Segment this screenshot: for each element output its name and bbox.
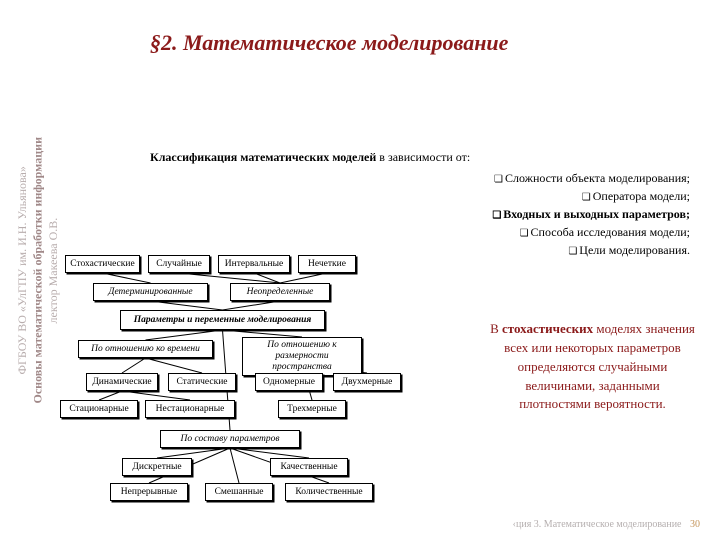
diagram-node-b_1d: Одномерные [255, 373, 323, 391]
diagram-node-b_interv: Интервальные [218, 255, 290, 273]
diagram-node-b_space: По отношению к размерности пространства [242, 337, 362, 376]
sidebar-line2: Основы математической обработки информац… [30, 137, 44, 404]
classification-list: Сложности объекта моделирования;Оператор… [150, 169, 690, 259]
classification-diagram: Стохастические Случайные Интервальные Нечет… [60, 255, 480, 525]
para-bold: стохастических [502, 321, 593, 336]
diagram-node-b_fuzzy: Нечеткие [298, 255, 356, 273]
sidebar-line1: ФГБОУ ВО «УлГПУ им. И.Н. Ульянова» [15, 166, 29, 374]
diagram-node-b_time: По отношению ко времени [78, 340, 213, 358]
diagram-node-b_rand: Случайные [148, 255, 210, 273]
diagram-node-b_cont: Непрерывные [110, 483, 188, 501]
diagram-node-b_stoch: Стохастические [65, 255, 140, 273]
diagram-node-b_determ: Детерминированные [93, 283, 208, 301]
sidebar: ФГБОУ ВО «УлГПУ им. И.Н. Ульянова» Основ… [8, 0, 68, 540]
diagram-node-b_comp: По составу параметров [160, 430, 300, 448]
classification-item: Сложности объекта моделирования; [150, 169, 690, 187]
diagram-node-b_stat: Статические [168, 373, 236, 391]
diagram-node-b_dyn: Динамические [86, 373, 158, 391]
para-pre: В [490, 321, 502, 336]
page-number: 30 [690, 519, 700, 530]
footer: ‹ция 3. Математическое моделирование 30 [513, 519, 700, 530]
classification-item: Входных и выходных параметров; [150, 205, 690, 223]
classification-tail: в зависимости от: [379, 150, 470, 164]
footer-text: ‹ция 3. Математическое моделирование [513, 519, 682, 530]
diagram-node-b_2d: Двухмерные [333, 373, 401, 391]
diagram-node-b_undef: Неопределенные [230, 283, 330, 301]
diagram-node-b_quant: Количественные [285, 483, 373, 501]
diagram-node-b_mix: Смешанные [205, 483, 273, 501]
classification-block: Классификация математических моделей в з… [150, 150, 690, 259]
page-title: §2. Математическое моделирование [150, 30, 690, 56]
classification-item: Способа исследования модели; [150, 223, 690, 241]
sidebar-line3: лектор Макеева О.В. [46, 217, 60, 323]
stochastic-paragraph: В стохастических моделях значения всех и… [490, 320, 695, 414]
diagram-node-b_discr: Дискретные [122, 458, 192, 476]
diagram-node-b_root: Параметры и переменные моделирования [120, 310, 325, 330]
diagram-node-b_3d: Трехмерные [278, 400, 346, 418]
diagram-node-b_nonstat: Нестационарные [145, 400, 235, 418]
diagram-node-b_station: Стационарные [60, 400, 138, 418]
sidebar-text: ФГБОУ ВО «УлГПУ им. И.Н. Ульянова» Основ… [15, 137, 62, 404]
classification-item: Оператора модели; [150, 187, 690, 205]
classification-label: Классификация математических моделей [150, 150, 376, 164]
diagram-node-b_qual: Качественные [270, 458, 348, 476]
